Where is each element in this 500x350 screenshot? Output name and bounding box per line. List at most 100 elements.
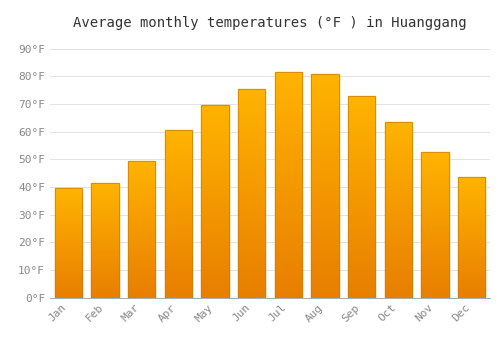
Bar xyxy=(54,189,82,190)
Bar xyxy=(54,203,82,204)
Bar xyxy=(384,220,412,222)
Bar xyxy=(164,264,192,266)
Bar xyxy=(238,102,266,104)
Bar xyxy=(348,293,376,295)
Bar xyxy=(311,264,339,266)
Bar xyxy=(54,188,82,189)
Bar xyxy=(201,247,229,250)
Bar xyxy=(384,143,412,145)
Bar xyxy=(128,161,156,298)
Bar xyxy=(128,199,156,201)
Bar xyxy=(164,166,192,167)
Bar xyxy=(348,243,376,245)
Bar xyxy=(54,214,82,215)
Bar xyxy=(164,130,192,132)
Bar xyxy=(458,194,485,195)
Bar xyxy=(238,112,266,114)
Bar xyxy=(384,290,412,292)
Bar xyxy=(238,89,266,298)
Bar xyxy=(311,103,339,105)
Bar xyxy=(91,201,119,202)
Bar xyxy=(201,175,229,176)
Bar xyxy=(311,266,339,268)
Bar xyxy=(238,268,266,271)
Bar xyxy=(274,160,302,162)
Bar xyxy=(164,261,192,262)
Bar xyxy=(311,246,339,248)
Bar xyxy=(421,212,448,214)
Bar xyxy=(201,263,229,265)
Bar xyxy=(201,182,229,184)
Bar xyxy=(274,257,302,259)
Bar xyxy=(238,245,266,247)
Bar xyxy=(128,187,156,188)
Bar xyxy=(274,219,302,221)
Bar xyxy=(128,266,156,267)
Bar xyxy=(91,215,119,216)
Bar xyxy=(164,197,192,199)
Bar xyxy=(458,242,485,243)
Bar xyxy=(238,160,266,162)
Bar xyxy=(201,153,229,155)
Bar xyxy=(91,282,119,284)
Bar xyxy=(128,282,156,284)
Bar xyxy=(458,182,485,183)
Bar xyxy=(128,257,156,258)
Bar xyxy=(274,293,302,295)
Bar xyxy=(91,240,119,241)
Bar xyxy=(201,271,229,273)
Bar xyxy=(164,157,192,159)
Bar xyxy=(311,114,339,116)
Bar xyxy=(458,225,485,226)
Bar xyxy=(348,261,376,263)
Bar xyxy=(384,227,412,229)
Bar xyxy=(421,191,448,193)
Bar xyxy=(348,144,376,146)
Bar xyxy=(311,241,339,244)
Bar xyxy=(348,231,376,233)
Bar xyxy=(311,210,339,212)
Bar xyxy=(274,201,302,203)
Bar xyxy=(164,140,192,142)
Bar xyxy=(458,181,485,182)
Bar xyxy=(348,209,376,211)
Bar xyxy=(201,288,229,290)
Bar xyxy=(458,223,485,224)
Bar xyxy=(164,291,192,293)
Bar xyxy=(201,192,229,194)
Bar xyxy=(274,194,302,196)
Bar xyxy=(91,270,119,271)
Bar xyxy=(128,176,156,177)
Bar xyxy=(311,156,339,159)
Bar xyxy=(164,147,192,149)
Bar xyxy=(128,293,156,295)
Bar xyxy=(421,183,448,184)
Bar xyxy=(348,100,376,102)
Bar xyxy=(311,248,339,251)
Bar xyxy=(384,276,412,278)
Bar xyxy=(384,236,412,238)
Bar xyxy=(128,165,156,166)
Bar xyxy=(421,153,448,154)
Bar xyxy=(384,169,412,171)
Bar xyxy=(238,106,266,108)
Bar xyxy=(164,130,192,298)
Bar xyxy=(274,140,302,142)
Bar xyxy=(164,149,192,150)
Bar xyxy=(164,189,192,190)
Bar xyxy=(164,281,192,282)
Bar xyxy=(91,241,119,243)
Bar xyxy=(91,274,119,276)
Bar xyxy=(164,226,192,227)
Bar xyxy=(458,271,485,272)
Bar xyxy=(458,200,485,201)
Bar xyxy=(201,152,229,153)
Bar xyxy=(348,106,376,108)
Bar xyxy=(348,241,376,243)
Bar xyxy=(91,195,119,197)
Bar xyxy=(274,210,302,212)
Bar xyxy=(54,261,82,262)
Bar xyxy=(128,267,156,269)
Bar xyxy=(238,126,266,128)
Bar xyxy=(54,188,82,298)
